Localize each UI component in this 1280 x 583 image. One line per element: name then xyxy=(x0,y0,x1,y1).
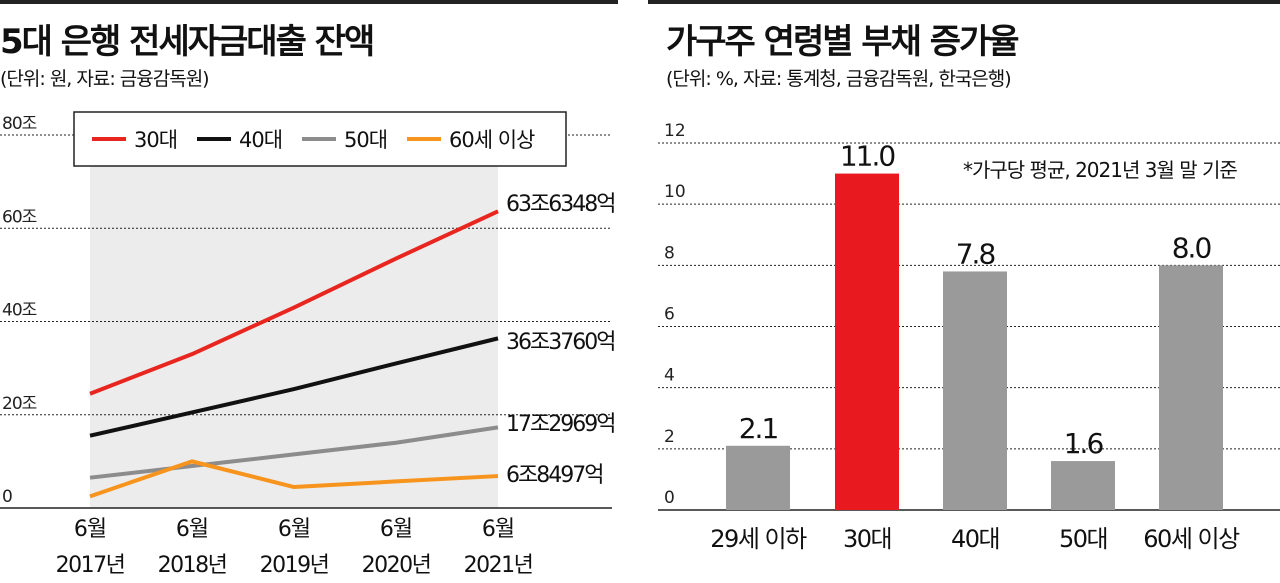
series-end-label: 36조3760억 xyxy=(506,330,614,355)
legend-label: 30대 xyxy=(134,128,177,152)
y-tick-label: 20조 xyxy=(2,394,37,414)
legend-label: 60세 이상 xyxy=(449,128,535,152)
series-line-2 xyxy=(89,336,499,438)
x-tick-label: 60세 이상 xyxy=(1143,525,1240,553)
bar-value-label: 11.0 xyxy=(840,140,895,173)
y-tick-label: 80조 xyxy=(2,114,37,134)
bar-value-label: 1.6 xyxy=(1064,427,1104,460)
series-line-1 xyxy=(89,209,499,396)
x-tick-label: 30대 xyxy=(843,525,891,553)
x-tick-label: 6월 xyxy=(176,517,208,542)
left-chart-title: 5대 은행 전세자금대출 잔액 xyxy=(0,22,375,62)
y-tick-label: 40조 xyxy=(2,301,37,321)
right-chart-unit-note: (단위: %, 자료: 통계청, 금융감독원, 한국은행) xyxy=(666,68,1012,90)
series-line-4 xyxy=(89,459,499,499)
x-tick-label: 29세 이하 xyxy=(710,525,807,553)
bar xyxy=(1051,461,1115,510)
x-tick-label: 6월 xyxy=(380,517,412,542)
bar-value-label: 7.8 xyxy=(956,237,995,270)
series-line-3 xyxy=(89,425,499,480)
y-tick-label: 0 xyxy=(664,488,675,508)
x-tick-label: 2017년 xyxy=(56,553,125,578)
line-chart: 0 20조 40조 60조 80조 6월 2017년 6월 2018년 6월 2019년 6월 2020… xyxy=(0,111,616,578)
x-tick-label: 6월 xyxy=(74,517,106,542)
x-tick-label: 2019년 xyxy=(260,553,329,578)
bar-chart: 0 2 4 6 8 10 12 2.1 29세 이하 11.0 30대 7.8 40대 1.6 50대 8.0… xyxy=(658,121,1280,553)
y-tick-label: 8 xyxy=(664,243,675,263)
bar xyxy=(835,173,899,511)
bar-value-label: 8.0 xyxy=(1172,231,1211,264)
legend-label: 40대 xyxy=(239,128,282,152)
y-tick-label: 60조 xyxy=(2,207,37,227)
chart-annotation: *가구당 평균, 2021년 3월 말 기준 xyxy=(963,158,1237,182)
y-tick-label: 2 xyxy=(664,427,675,447)
legend-label: 50대 xyxy=(344,128,387,152)
bar xyxy=(1159,265,1223,510)
x-tick-label: 40대 xyxy=(951,525,999,553)
y-tick-label: 10 xyxy=(664,182,686,202)
left-chart-unit-note: (단위: 원, 자료: 금융감독원) xyxy=(0,68,210,90)
panel-top-rule xyxy=(648,0,1280,4)
bar-value-label: 2.1 xyxy=(739,412,778,445)
panel-top-rule xyxy=(0,0,618,4)
x-tick-label: 50대 xyxy=(1059,525,1107,553)
bar xyxy=(726,445,790,510)
x-tick-label: 2020년 xyxy=(362,553,431,578)
right-chart-title: 가구주 연령별 부채 증가율 xyxy=(666,22,1020,62)
legend: 30대 40대 50대 60세 이상 xyxy=(73,111,567,167)
bar xyxy=(943,271,1007,510)
right-chart-panel: 가구주 연령별 부채 증가율 (단위: %, 자료: 통계청, 금융감독원, 한… xyxy=(648,0,1280,583)
x-tick-label: 6월 xyxy=(482,517,514,542)
y-tick-label: 12 xyxy=(664,121,686,141)
series-end-label: 17조2969억 xyxy=(506,412,614,437)
x-tick-label: 2021년 xyxy=(464,553,533,578)
y-tick-label: 0 xyxy=(2,487,12,507)
series-end-label: 63조6348억 xyxy=(506,192,614,217)
left-chart-panel: 5대 은행 전세자금대출 잔액 (단위: 원, 자료: 금융감독원) 0 20조 4… xyxy=(0,0,618,583)
x-tick-label: 6월 xyxy=(278,517,310,542)
y-tick-label: 6 xyxy=(664,305,675,325)
x-tick-label: 2018년 xyxy=(158,553,227,578)
series-end-label: 6조8497억 xyxy=(506,463,602,488)
y-tick-label: 4 xyxy=(664,366,675,386)
